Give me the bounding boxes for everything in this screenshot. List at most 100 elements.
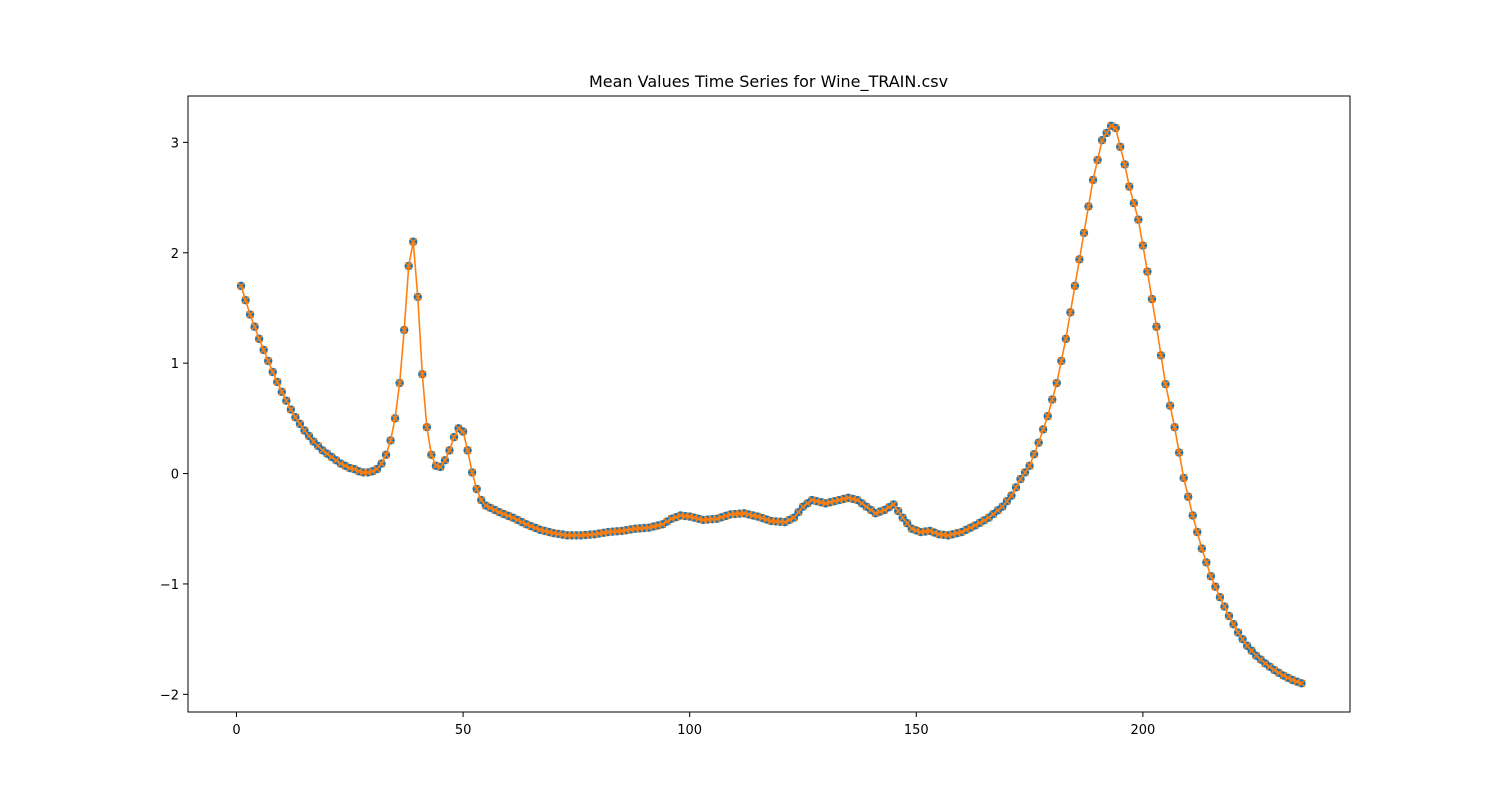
data-point-x bbox=[250, 322, 259, 331]
data-point-x bbox=[278, 388, 286, 396]
data-point-x bbox=[418, 370, 427, 378]
data-point-x bbox=[386, 436, 395, 445]
data-point-x bbox=[717, 513, 726, 522]
y-tick-label: −1 bbox=[160, 578, 179, 593]
data-point-x bbox=[1084, 202, 1093, 211]
data-point-x bbox=[1293, 677, 1301, 686]
data-point-x bbox=[1111, 124, 1120, 132]
data-point-x bbox=[500, 510, 508, 518]
chart-title: Mean Values Time Series for Wine_TRAIN.c… bbox=[589, 72, 948, 92]
data-point-x bbox=[491, 506, 499, 514]
data-point-x bbox=[1116, 142, 1125, 151]
data-point-x bbox=[957, 528, 966, 536]
data-point-x bbox=[481, 501, 490, 510]
data-point-x bbox=[885, 503, 893, 512]
data-point-x bbox=[1025, 462, 1034, 470]
y-tick-label: 0 bbox=[171, 468, 179, 483]
data-point-x bbox=[962, 526, 970, 534]
data-point-x bbox=[1016, 475, 1025, 483]
data-point-x bbox=[1265, 662, 1274, 671]
data-point-x bbox=[1175, 448, 1183, 457]
data-point-x bbox=[803, 499, 812, 508]
data-point-x bbox=[472, 485, 481, 493]
data-point-x bbox=[513, 516, 522, 524]
data-point-x bbox=[858, 499, 866, 508]
data-point-x bbox=[658, 520, 667, 529]
data-point-x bbox=[1166, 401, 1174, 410]
data-point-x bbox=[391, 414, 399, 423]
data-point-x bbox=[486, 503, 495, 512]
data-point-x bbox=[1062, 335, 1070, 343]
y-tick-label: 1 bbox=[171, 357, 179, 372]
data-point-x bbox=[1043, 412, 1052, 420]
data-point-x bbox=[799, 502, 807, 511]
data-point-x bbox=[1225, 612, 1233, 620]
data-point-x bbox=[237, 282, 245, 290]
data-point-x bbox=[1139, 241, 1147, 250]
data-point-x bbox=[980, 516, 989, 525]
y-axis: −2 −1 0 1 2 3 bbox=[160, 136, 188, 703]
data-point-x bbox=[876, 507, 884, 516]
data-point-x bbox=[268, 368, 277, 376]
data-point-x bbox=[894, 507, 902, 515]
data-point-x bbox=[377, 459, 386, 468]
data-point-x bbox=[1198, 544, 1206, 553]
data-point-x bbox=[436, 463, 445, 471]
data-point-x bbox=[930, 528, 939, 537]
x-tick-label: 150 bbox=[904, 723, 929, 738]
data-point-x bbox=[1120, 160, 1129, 169]
data-point-x bbox=[527, 522, 535, 530]
data-point-x bbox=[1188, 511, 1197, 520]
data-point-x bbox=[1161, 380, 1170, 388]
data-point-x bbox=[781, 518, 789, 526]
data-point-x bbox=[1052, 379, 1061, 387]
data-point-x bbox=[758, 514, 766, 522]
data-point-x bbox=[332, 456, 340, 465]
x-tick-label: 100 bbox=[677, 723, 702, 738]
data-point-x bbox=[871, 509, 880, 518]
data-point-x bbox=[318, 446, 327, 455]
data-point-x bbox=[350, 465, 359, 473]
data-point-x bbox=[880, 506, 889, 514]
data-point-x bbox=[1148, 295, 1156, 303]
data-point-x bbox=[907, 524, 916, 533]
data-point-x bbox=[450, 433, 458, 441]
data-point-x bbox=[1012, 483, 1020, 492]
data-point-x bbox=[259, 346, 268, 354]
data-point-x bbox=[1134, 215, 1143, 224]
data-point-x bbox=[1021, 468, 1029, 477]
data-point-x bbox=[1130, 199, 1138, 207]
data-point-x bbox=[1275, 669, 1283, 677]
data-point-x bbox=[1207, 572, 1215, 581]
data-point-x bbox=[287, 405, 295, 414]
x-tick-label: 200 bbox=[1130, 723, 1155, 738]
data-point-x bbox=[427, 450, 436, 459]
data-point-x bbox=[926, 527, 934, 535]
data-point-x bbox=[912, 526, 921, 535]
x-axis: 0 50 100 150 200 bbox=[232, 712, 1155, 738]
data-point-x bbox=[296, 420, 304, 428]
data-point-x bbox=[441, 456, 449, 465]
data-point-x bbox=[1288, 676, 1297, 684]
data-point-x bbox=[1107, 122, 1115, 130]
data-point-x bbox=[382, 450, 390, 459]
data-point-x bbox=[264, 357, 273, 365]
data-point-x bbox=[1125, 182, 1134, 191]
data-point-x bbox=[753, 512, 762, 521]
data-point-x bbox=[400, 326, 408, 334]
series-x-markers bbox=[237, 122, 1306, 688]
data-point-x bbox=[1284, 673, 1292, 682]
data-point-x bbox=[336, 459, 345, 468]
data-point-x bbox=[1143, 267, 1152, 276]
data-point-x bbox=[1220, 602, 1229, 611]
data-point-x bbox=[667, 515, 676, 523]
y-tick-label: 3 bbox=[171, 136, 179, 151]
data-point-x bbox=[368, 467, 377, 476]
data-point-x bbox=[713, 515, 721, 523]
data-point-x bbox=[966, 523, 975, 532]
data-point-x bbox=[531, 524, 540, 532]
data-point-x bbox=[522, 520, 531, 529]
data-point-x bbox=[1152, 322, 1161, 331]
data-point-x bbox=[1007, 491, 1016, 500]
data-point-x bbox=[1066, 308, 1075, 317]
